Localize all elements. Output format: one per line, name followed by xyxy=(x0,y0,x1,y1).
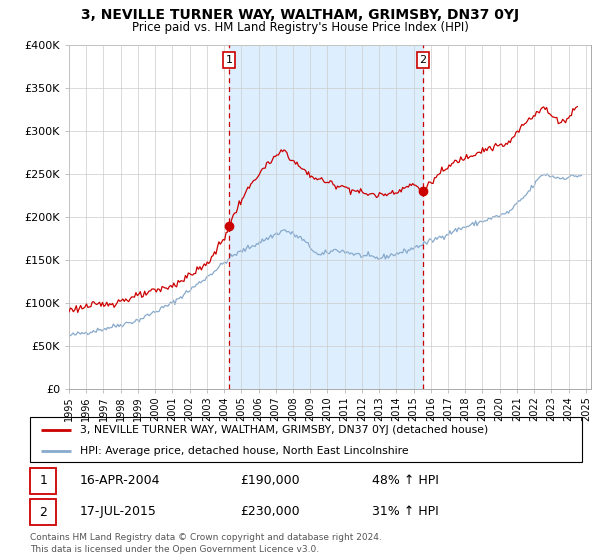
Text: 3, NEVILLE TURNER WAY, WALTHAM, GRIMSBY, DN37 0YJ: 3, NEVILLE TURNER WAY, WALTHAM, GRIMSBY,… xyxy=(81,8,519,22)
FancyBboxPatch shape xyxy=(30,499,56,525)
Text: 2: 2 xyxy=(40,506,47,519)
Text: Price paid vs. HM Land Registry's House Price Index (HPI): Price paid vs. HM Land Registry's House … xyxy=(131,21,469,34)
Text: 48% ↑ HPI: 48% ↑ HPI xyxy=(372,474,439,487)
Text: 17-JUL-2015: 17-JUL-2015 xyxy=(80,505,157,518)
Text: £190,000: £190,000 xyxy=(240,474,299,487)
Text: 3, NEVILLE TURNER WAY, WALTHAM, GRIMSBY, DN37 0YJ (detached house): 3, NEVILLE TURNER WAY, WALTHAM, GRIMSBY,… xyxy=(80,424,488,435)
Text: 16-APR-2004: 16-APR-2004 xyxy=(80,474,160,487)
Text: 1: 1 xyxy=(226,55,233,65)
Text: Contains HM Land Registry data © Crown copyright and database right 2024.
This d: Contains HM Land Registry data © Crown c… xyxy=(30,533,382,554)
Text: 2: 2 xyxy=(419,55,427,65)
FancyBboxPatch shape xyxy=(30,468,56,494)
Text: HPI: Average price, detached house, North East Lincolnshire: HPI: Average price, detached house, Nort… xyxy=(80,446,409,456)
Text: 31% ↑ HPI: 31% ↑ HPI xyxy=(372,505,439,518)
Text: 1: 1 xyxy=(40,474,47,487)
Text: £230,000: £230,000 xyxy=(240,505,299,518)
Bar xyxy=(229,45,423,389)
